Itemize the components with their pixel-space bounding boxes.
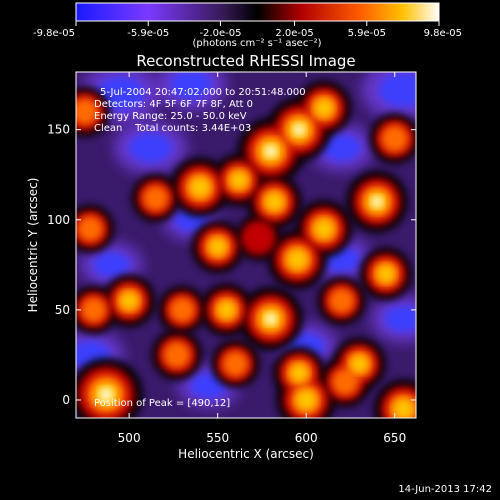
source-orange [328, 287, 355, 314]
source-orange [163, 341, 191, 369]
source-yellow [314, 98, 334, 118]
source-orange [77, 215, 104, 242]
source-orange [76, 98, 99, 126]
source-yellow [208, 237, 227, 256]
colorbar-tick-label: 2.0e-05 [275, 28, 313, 39]
dark-region-core [322, 134, 361, 161]
source-white [99, 387, 114, 402]
source-white [264, 144, 278, 158]
source-yellow [295, 389, 317, 411]
dark-region-core [128, 132, 173, 163]
chart-title: Reconstructed RHESSI Image [136, 52, 355, 70]
colorbar [76, 3, 439, 21]
y-axis-ticks: 0 50 100 150 [47, 123, 416, 407]
source-orange [142, 185, 169, 212]
y-tick-label: 0 [62, 393, 70, 407]
source-orange [80, 296, 107, 323]
source-white [264, 312, 277, 326]
annotation-clean-counts: Clean Total counts: 3.44E+03 [94, 123, 251, 134]
source-yellow [393, 398, 414, 418]
x-tick-label: 500 [118, 431, 141, 445]
footer-timestamp: 14-Jun-2013 17:42 [398, 484, 492, 495]
dark-region-core [93, 252, 130, 278]
dark-region-core [170, 72, 212, 100]
source-yellow [217, 300, 236, 320]
x-tick-label: 550 [206, 431, 229, 445]
colorbar-tick-label: -5.9e-05 [127, 28, 169, 39]
x-axis-ticks: 500 550 600 650 [118, 72, 406, 445]
colorbar-tick-label: 9.8e-05 [424, 28, 462, 39]
annotation-time-range: 5-Jul-2004 20:47:02.000 to 20:51:48.000 [100, 87, 306, 98]
y-tick-label: 50 [55, 303, 70, 317]
annotation-detectors: Detectors: 4F 5F 6F 7F 8F, Att 0 [94, 99, 253, 110]
dark-region-core [378, 72, 416, 108]
peak-position-label: Position of Peak = [490,12] [94, 398, 230, 409]
source-yellow [289, 363, 309, 383]
source-orange [381, 125, 409, 153]
x-axis-label: Heliocentric X (arcsec) [178, 447, 314, 461]
source-yellow [313, 218, 334, 239]
source-yellow [264, 192, 284, 212]
y-tick-label: 100 [47, 213, 70, 227]
yellow-emission [93, 98, 414, 418]
colorbar-unit-label: (photons cm⁻² s⁻¹ asec⁻²) [192, 38, 321, 49]
colorbar-tick-label: -9.8e-05 [33, 28, 75, 39]
annotation-energy-range: Energy Range: 25.0 - 50.0 keV [94, 111, 247, 122]
colorbar-ticks [75, 21, 440, 26]
x-tick-label: 600 [295, 431, 318, 445]
white-peaks [99, 123, 384, 402]
colorbar-tick-labels: -9.8e-05 -5.9e-05 -2.0e-05 2.0e-05 5.9e-05 9.… [33, 28, 462, 39]
source-yellow [350, 354, 369, 374]
colorbar-tick-label: -2.0e-05 [199, 28, 241, 39]
x-tick-label: 650 [383, 431, 406, 445]
source-yellow [229, 170, 249, 190]
colorbar-frame [75, 2, 440, 22]
source-yellow [119, 291, 139, 311]
plot-frame [75, 71, 417, 419]
source-red [240, 220, 277, 256]
dark-region-core [384, 305, 416, 333]
source-white [371, 195, 384, 208]
source-yellow [189, 176, 211, 198]
colorbar-tick-label: 5.9e-05 [348, 28, 386, 39]
source-white [292, 123, 306, 136]
heatmap-image [76, 72, 416, 418]
source-orange [169, 296, 196, 323]
source-yellow [376, 264, 396, 283]
source-orange [222, 350, 249, 377]
y-tick-label: 150 [47, 123, 70, 137]
source-yellow [286, 249, 308, 270]
y-axis-label: Heliocentric Y (arcsec) [26, 178, 40, 313]
